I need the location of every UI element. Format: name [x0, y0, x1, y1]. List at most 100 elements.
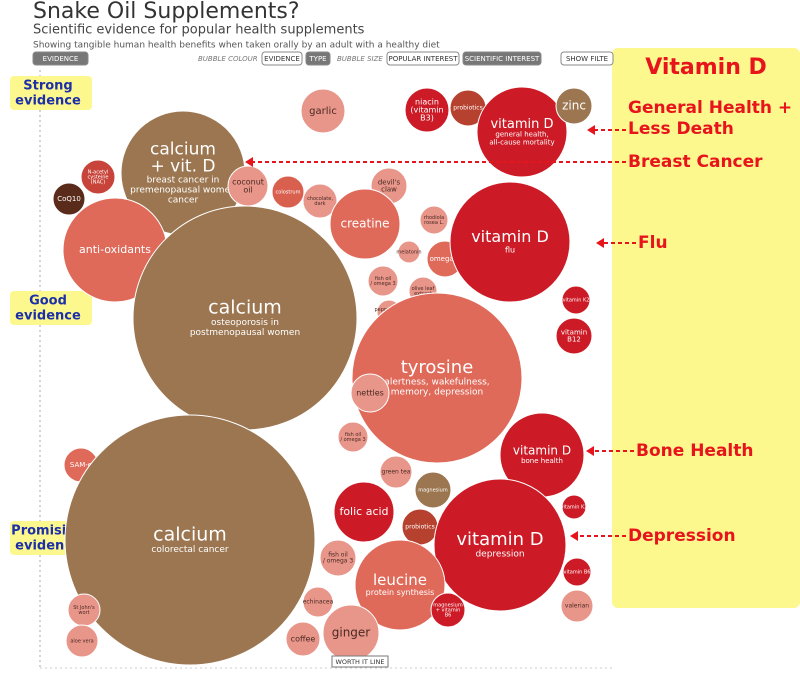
bubble[interactable] [351, 292, 523, 464]
bubble[interactable] [562, 557, 592, 587]
bubble-label: zinc [562, 99, 586, 113]
evidence-label: Strong [23, 79, 72, 94]
bubble-label: cysteine [88, 175, 109, 181]
bubble-label: coconut [232, 178, 264, 187]
bubble[interactable] [561, 494, 587, 520]
bubble-label: green tea [382, 469, 411, 476]
bubble-label: oil [243, 186, 252, 195]
button[interactable] [261, 51, 303, 66]
bubble-label: St John's [73, 605, 95, 611]
arrow-head [245, 157, 253, 167]
button-label[interactable]: POPULAR INTEREST [388, 55, 458, 63]
button-label[interactable]: TYPE [308, 55, 326, 63]
bubble[interactable] [80, 159, 116, 195]
bubble-sublabel: protein synthesis [366, 588, 435, 597]
bubble-label: vitamin [561, 329, 587, 337]
bubble[interactable] [561, 285, 591, 315]
annotation: Flu [638, 233, 668, 253]
annotation: Less Death [628, 119, 734, 139]
bubble-label: vitamin B6 [563, 570, 590, 576]
bubble[interactable] [449, 181, 571, 303]
bubble[interactable] [65, 624, 99, 658]
bubble-label: / omega 3 [340, 437, 365, 443]
bubble-label: tyrosine [401, 357, 474, 378]
bubble[interactable] [404, 87, 450, 133]
bubble[interactable] [354, 539, 446, 631]
bubble[interactable] [333, 481, 395, 543]
button[interactable] [462, 51, 542, 66]
bubble[interactable] [52, 182, 86, 216]
bubble-label: niacin [415, 98, 439, 107]
bubble[interactable] [302, 586, 334, 618]
bubble[interactable] [367, 265, 399, 297]
bubble-label: vitamin D [513, 444, 571, 458]
arrow-head [570, 531, 578, 541]
bubble[interactable] [397, 240, 421, 264]
evidence-label: evidence [15, 94, 81, 109]
button-label[interactable]: SCIENTIFIC INTEREST [465, 55, 540, 63]
button-label[interactable]: EVIDENCE [43, 55, 79, 63]
bubble-sublabel: memory, depression [391, 387, 483, 397]
bubble-label: B12 [567, 336, 581, 344]
bubble-label: dark [314, 201, 325, 207]
bubble[interactable] [555, 87, 593, 125]
bubble-label: vitamin K2 [563, 298, 590, 304]
bubble-label: (vitamin [410, 106, 443, 115]
bubble-label: coffee [291, 635, 316, 644]
bubble-label: echinacea [303, 599, 334, 606]
bubble[interactable] [430, 592, 466, 628]
bubble-label: fish oil [328, 552, 348, 559]
arrow-head [587, 125, 595, 135]
bubble-sublabel: postmenopausal women [190, 328, 300, 338]
bubble[interactable] [419, 205, 449, 235]
bubble-sublabel: colorectal cancer [151, 545, 229, 555]
worth-it-line-box [331, 655, 389, 668]
bubble-sublabel: osteoporosis in [211, 318, 279, 328]
button[interactable] [32, 51, 89, 66]
bubble-label: wort [78, 610, 89, 616]
bubble-sublabel: alertness, wakefulness, [384, 378, 489, 388]
bubble-label: vitamin D [490, 117, 553, 132]
bubble-label: olive leaf [412, 286, 435, 292]
description: Showing tangible human health benefits w… [33, 41, 440, 51]
bubble-label: / omega 3 [370, 281, 395, 287]
bubble[interactable] [433, 478, 567, 612]
bubble[interactable] [476, 86, 568, 178]
bubble[interactable] [555, 317, 593, 355]
bubble-sublabel: bone health [521, 457, 563, 465]
bubble[interactable] [337, 421, 369, 453]
bubble-label: chocolate, [307, 196, 333, 202]
bubble-label: vitamin D [456, 529, 543, 550]
bubble[interactable] [64, 414, 316, 666]
bubble-label: calcium [153, 524, 227, 546]
bubble-label: colostrum [276, 190, 301, 196]
button-label[interactable]: SHOW FILTE [566, 55, 608, 63]
evidence-box [10, 291, 92, 325]
bubble-label: devil's [378, 179, 401, 187]
bubble-label: (NAC) [91, 180, 106, 186]
button[interactable] [305, 51, 331, 66]
bubble[interactable] [319, 539, 357, 577]
bubble[interactable] [329, 188, 401, 260]
button[interactable] [386, 51, 460, 66]
bubble[interactable] [379, 455, 413, 489]
bubble-label: folic acid [339, 505, 388, 518]
bubble[interactable] [285, 621, 321, 657]
bubble-label: ginger [332, 626, 371, 640]
bubble[interactable] [300, 88, 346, 134]
bubble-label: fish oil [345, 432, 361, 438]
bubble-label: probiotics [453, 105, 482, 112]
bubble[interactable] [271, 175, 305, 209]
control-label: BUBBLE COLOUR [198, 55, 258, 63]
bubble-label: anti-oxidants [79, 243, 151, 256]
arrow-head [586, 446, 594, 456]
bubble-label: N-acetyl [88, 170, 109, 176]
bubble[interactable] [350, 373, 390, 413]
bubble[interactable] [560, 589, 594, 623]
button-label[interactable]: EVIDENCE [264, 55, 300, 63]
bubble[interactable] [414, 471, 452, 509]
button[interactable] [560, 51, 614, 66]
bubble[interactable] [302, 183, 338, 219]
